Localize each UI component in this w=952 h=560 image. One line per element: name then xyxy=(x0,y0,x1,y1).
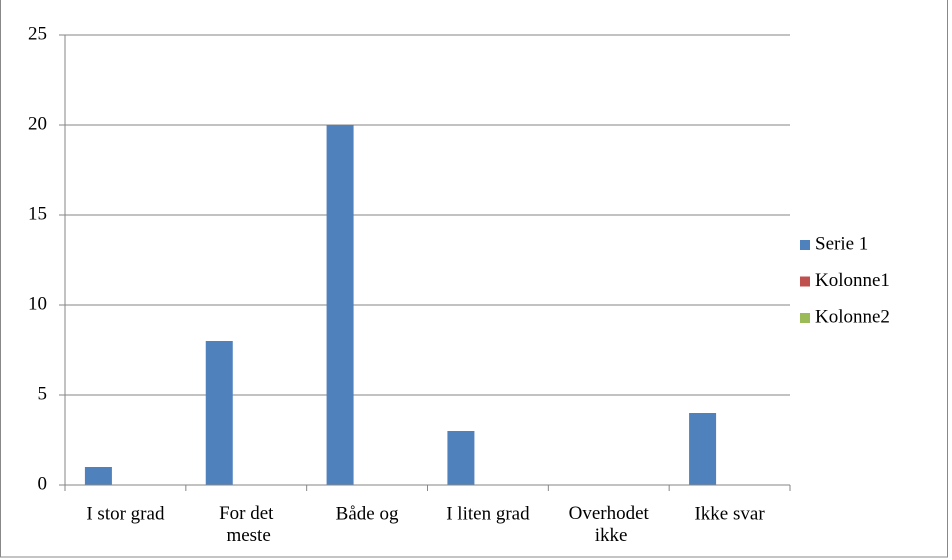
bar xyxy=(205,341,233,485)
legend-label: Serie 1 xyxy=(815,233,868,254)
legend-label: Kolonne1 xyxy=(815,270,890,291)
y-tick-label: 5 xyxy=(38,383,48,404)
x-tick-label: Overhodet ikke xyxy=(569,503,650,546)
x-tick-label: Både og xyxy=(336,503,399,524)
x-tick-label-line: For det xyxy=(219,503,274,524)
bar xyxy=(326,125,354,485)
bar xyxy=(447,431,475,485)
y-tick-label: 0 xyxy=(38,473,48,494)
x-tick-label: I stor grad xyxy=(86,503,165,524)
legend-label: Kolonne2 xyxy=(815,306,890,327)
legend-swatch xyxy=(800,276,810,287)
legend-swatch xyxy=(800,313,810,323)
y-tick-label: 15 xyxy=(28,203,47,224)
x-tick-label: I liten grad xyxy=(446,503,530,524)
y-tick-label: 10 xyxy=(28,293,47,314)
x-tick-label: For det meste xyxy=(219,503,274,546)
y-tick-label: 20 xyxy=(28,113,47,134)
x-tick-label: Ikke svar xyxy=(694,503,765,524)
x-tick-label-line: meste xyxy=(222,525,271,546)
bar xyxy=(84,467,112,485)
legend-swatch xyxy=(800,240,810,250)
x-tick-label-line: Overhodet xyxy=(569,503,650,524)
y-tick-label: 25 xyxy=(28,23,47,44)
x-tick-label-line: ikke xyxy=(590,525,627,546)
bar xyxy=(689,413,717,485)
